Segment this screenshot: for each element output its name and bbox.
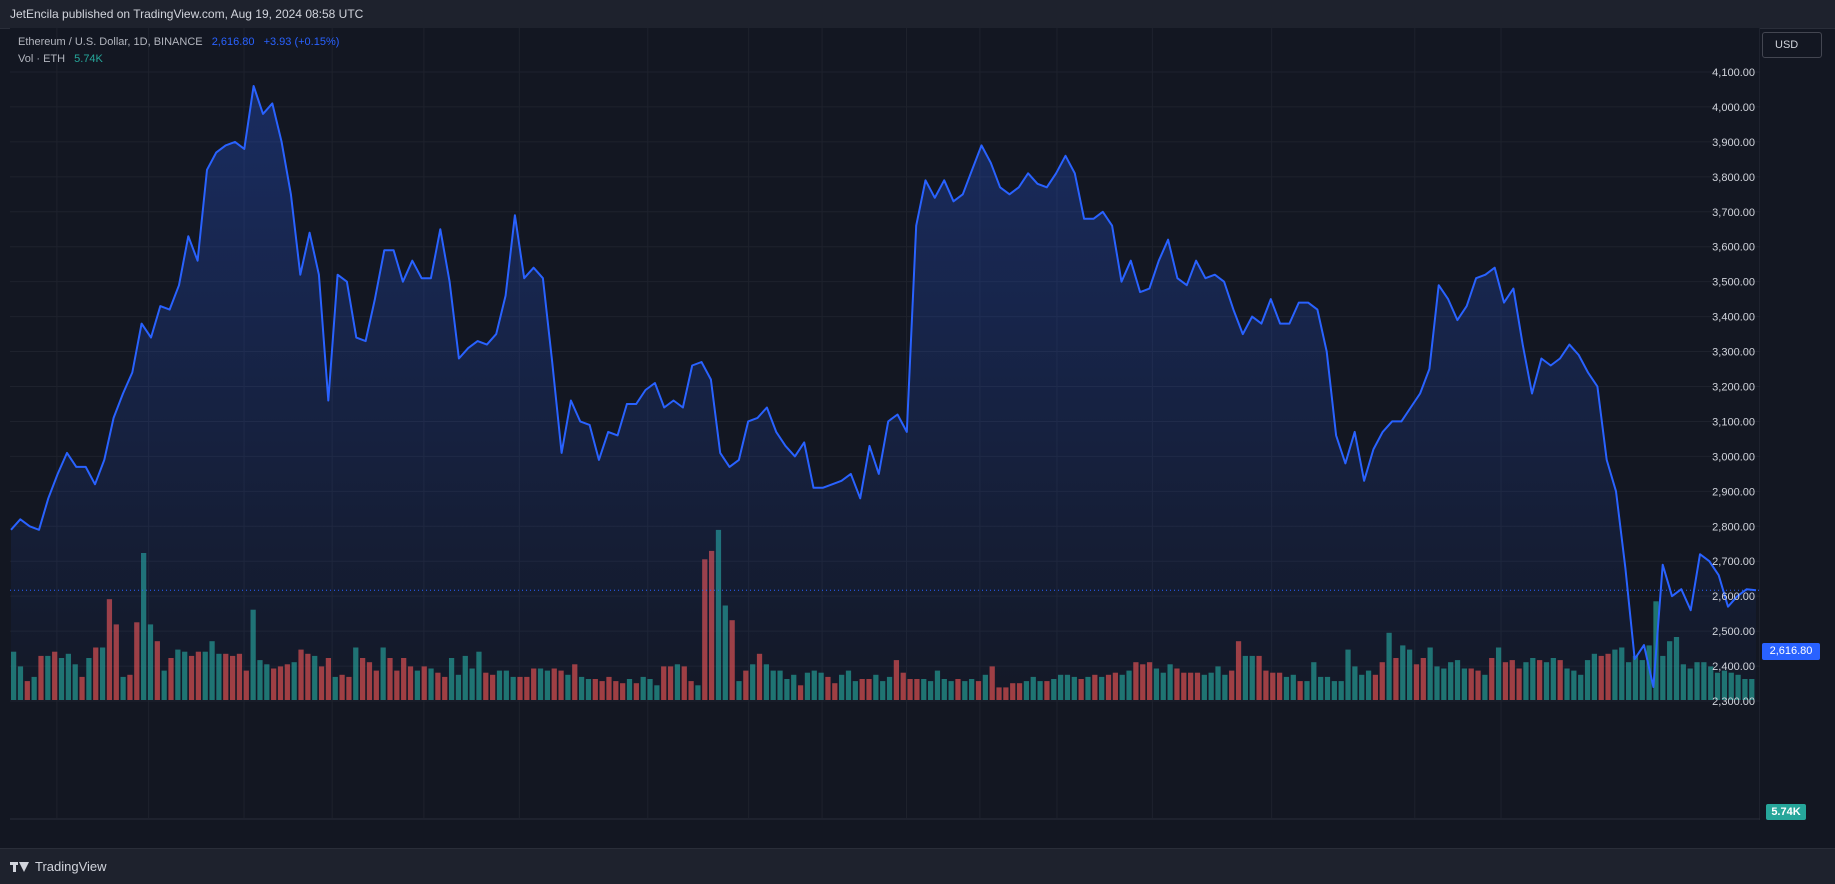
tradingview-logo[interactable]: TradingView <box>10 859 107 874</box>
tradingview-logo-icon <box>10 861 30 873</box>
top-bar: JetEncila published on TradingView.com, … <box>0 0 1835 29</box>
y-axis-label: 2,900.00 <box>1712 486 1755 498</box>
y-axis-label: 2,400.00 <box>1712 661 1755 673</box>
y-axis-label: 2,500.00 <box>1712 626 1755 638</box>
brand-name: TradingView <box>35 859 107 874</box>
bottom-bar: TradingView <box>0 848 1835 884</box>
y-axis-label: 3,100.00 <box>1712 416 1755 428</box>
price-area-fill <box>11 86 1756 700</box>
price-change-value: +3.93 (+0.15%) <box>263 36 340 48</box>
y-axis-label: 2,800.00 <box>1712 521 1755 533</box>
currency-button[interactable]: USD <box>1762 32 1822 58</box>
price-chart[interactable]: 2,300.00 2,400.00 2,500.00 2,600.00 2,700.00… <box>10 28 1761 843</box>
y-axis-label: 3,600.00 <box>1712 242 1755 254</box>
last-price-value: 2,616.80 <box>211 36 255 48</box>
y-axis-label: 4,000.00 <box>1712 102 1755 114</box>
y-axis-label: 3,700.00 <box>1712 207 1755 219</box>
legend-symbol-row: Ethereum / U.S. Dollar, 1D, BINANCE 2,61… <box>18 34 345 51</box>
chart-legend: Ethereum / U.S. Dollar, 1D, BINANCE 2,61… <box>18 34 345 68</box>
y-axis-label: 3,300.00 <box>1712 347 1755 359</box>
y-axis-label: 4,100.00 <box>1712 67 1755 79</box>
y-axis-label: 3,500.00 <box>1712 277 1755 289</box>
chart-pane[interactable]: 2,300.00 2,400.00 2,500.00 2,600.00 2,700.00… <box>10 28 1761 843</box>
volume-label[interactable]: Vol · ETH <box>18 53 66 65</box>
y-axis-label: 3,200.00 <box>1712 381 1755 393</box>
y-axis-label: 2,700.00 <box>1712 556 1755 568</box>
y-axis-label: 3,000.00 <box>1712 451 1755 463</box>
publish-info: JetEncila published on TradingView.com, … <box>10 7 364 21</box>
y-axis-label: 3,400.00 <box>1712 312 1755 324</box>
legend-volume-row: Vol · ETH 5.74K <box>18 51 345 68</box>
price-line <box>10 85 1757 688</box>
volume-tag: 5.74K <box>1766 804 1806 820</box>
y-axis-label: 2,300.00 <box>1712 696 1755 708</box>
y-axis-label: 3,900.00 <box>1712 137 1755 149</box>
y-axis-label: 3,800.00 <box>1712 172 1755 184</box>
symbol-label[interactable]: Ethereum / U.S. Dollar, 1D, BINANCE <box>18 36 203 48</box>
volume-value: 5.74K <box>74 53 103 65</box>
y-axis-label: 2,600.00 <box>1712 591 1755 603</box>
last-price-tag: 2,616.80 <box>1762 643 1820 660</box>
